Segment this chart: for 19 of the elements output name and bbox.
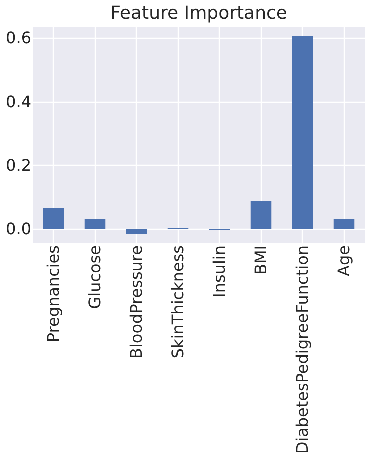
x-tick-label: SkinThickness (168, 246, 188, 359)
x-tick-label: Insulin (210, 246, 229, 298)
x-tick-label: Pregnancies (44, 246, 63, 343)
x-tick-label: Glucose (85, 246, 104, 310)
y-tick-label: 0.2 (6, 156, 32, 175)
bar (250, 201, 272, 230)
bar (334, 219, 355, 230)
x-tick-label: DiabetesPedigreeFunction (292, 246, 312, 454)
x-tick-label: Age (334, 246, 354, 276)
bar (43, 208, 64, 230)
bar (126, 229, 148, 234)
x-tick-label: BloodPressure (126, 246, 146, 359)
bar (292, 36, 314, 230)
bar (84, 219, 106, 230)
y-tick-label: 0.6 (6, 28, 32, 48)
x-tick-label: BMI (251, 246, 270, 275)
chart-title: Feature Importance (110, 3, 288, 24)
y-tick-label: 0.4 (6, 92, 32, 112)
y-tick-label: 0.0 (6, 220, 32, 239)
